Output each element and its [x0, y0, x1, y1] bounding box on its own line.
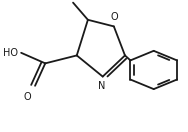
Text: O: O — [110, 12, 118, 22]
Text: HO: HO — [3, 48, 18, 58]
Text: N: N — [98, 81, 105, 91]
Text: O: O — [24, 92, 31, 102]
